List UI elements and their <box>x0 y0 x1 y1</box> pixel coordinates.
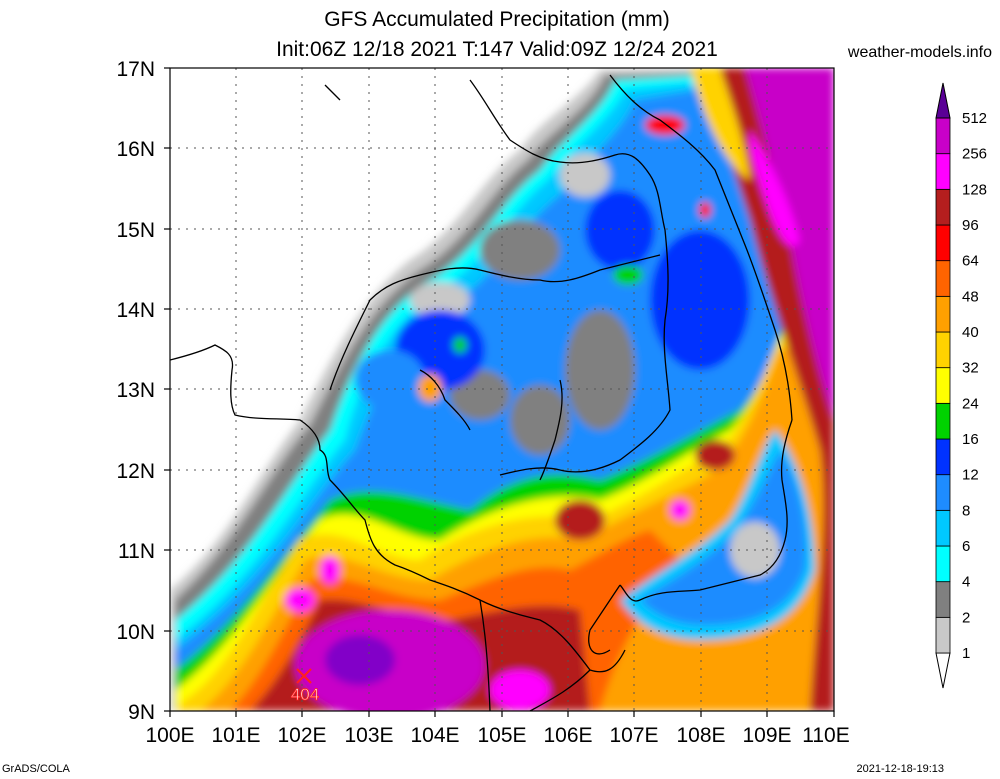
lon-label: 103E <box>344 724 393 747</box>
colorbar-swatch <box>935 474 951 511</box>
lon-label: 104E <box>410 724 459 747</box>
colorbar-label: 512 <box>962 110 987 127</box>
lon-label: 110E <box>802 724 850 747</box>
colorbar-label: 64 <box>962 253 979 270</box>
colorbar-label: 16 <box>962 431 979 448</box>
max-marker: 404 <box>290 668 320 704</box>
lon-label: 109E <box>742 724 791 747</box>
map-title: GFS Accumulated Precipitation (mm) <box>324 8 670 31</box>
colorbar-swatch <box>935 367 951 404</box>
footer-right: 2021-12-18-19:13 <box>856 763 944 775</box>
colorbar-label: 24 <box>962 395 979 412</box>
max-value-label: 404 <box>291 685 319 704</box>
colorbar-label: 48 <box>962 288 979 305</box>
lon-label: 100E <box>145 724 194 747</box>
lat-label: 13N <box>116 379 155 402</box>
map-subtitle: Init:06Z 12/18 2021 T:147 Valid:09Z 12/2… <box>276 38 718 61</box>
colorbar-swatch <box>935 545 951 583</box>
graticule <box>170 68 834 711</box>
colorbar-swatch <box>935 509 951 547</box>
lat-label: 11N <box>118 540 155 563</box>
colorbar-swatch <box>935 438 951 476</box>
colorbar-label: 256 <box>962 146 987 163</box>
lon-label: 108E <box>676 724 725 747</box>
lon-label: 102E <box>277 724 326 747</box>
colorbar-swatch <box>935 331 951 369</box>
colorbar-swatch <box>935 188 951 226</box>
colorbar-label: 12 <box>962 467 979 484</box>
lon-label: 107E <box>609 724 658 747</box>
lon-label: 101E <box>211 724 260 747</box>
colorbar-label: 128 <box>962 181 987 198</box>
precipitation-field <box>170 68 834 711</box>
colorbar-swatch <box>935 260 951 297</box>
lat-label: 17N <box>116 58 155 81</box>
lat-label: 16N <box>116 138 155 161</box>
colorbar-swatch <box>935 402 951 440</box>
colorbar-swatch <box>935 581 951 618</box>
footer-left: GrADS/COLA <box>2 763 70 775</box>
colorbar-swatch <box>935 295 951 333</box>
source-site: weather-models.info <box>847 44 992 61</box>
colorbar-min-arrow <box>935 652 951 689</box>
colorbar-label: 4 <box>962 574 970 591</box>
colorbar-swatch <box>935 153 951 190</box>
colorbar-label: 96 <box>962 217 979 234</box>
lat-label: 9N <box>128 701 155 724</box>
colorbar-label: 1 <box>962 645 970 662</box>
lon-label: 105E <box>477 724 526 747</box>
lat-label: 15N <box>116 219 155 242</box>
lat-label: 14N <box>116 299 155 322</box>
colorbar-label: 2 <box>962 609 970 626</box>
colorbar-label: 8 <box>962 502 970 519</box>
colorbar-label: 40 <box>962 324 979 341</box>
lon-label: 106E <box>543 724 592 747</box>
colorbar-swatch <box>935 616 951 654</box>
x-mark-icon <box>296 668 312 684</box>
lat-label: 10N <box>116 621 155 644</box>
colorbar-max-arrow <box>935 82 951 119</box>
colorbar-label: 32 <box>962 360 979 377</box>
colorbar-label: 6 <box>962 538 970 555</box>
coastlines-borders <box>170 74 793 711</box>
colorbar-swatch <box>935 117 951 155</box>
colorbar-swatch <box>935 224 951 262</box>
lat-label: 12N <box>116 460 155 483</box>
longitude-labels: 100E 101E 102E 103E 104E 105E 106E 107E … <box>145 724 849 747</box>
latitude-labels: 17N 16N 15N 14N 13N 12N 11N 10N 9N <box>116 58 155 724</box>
axis-ticks <box>164 67 835 717</box>
